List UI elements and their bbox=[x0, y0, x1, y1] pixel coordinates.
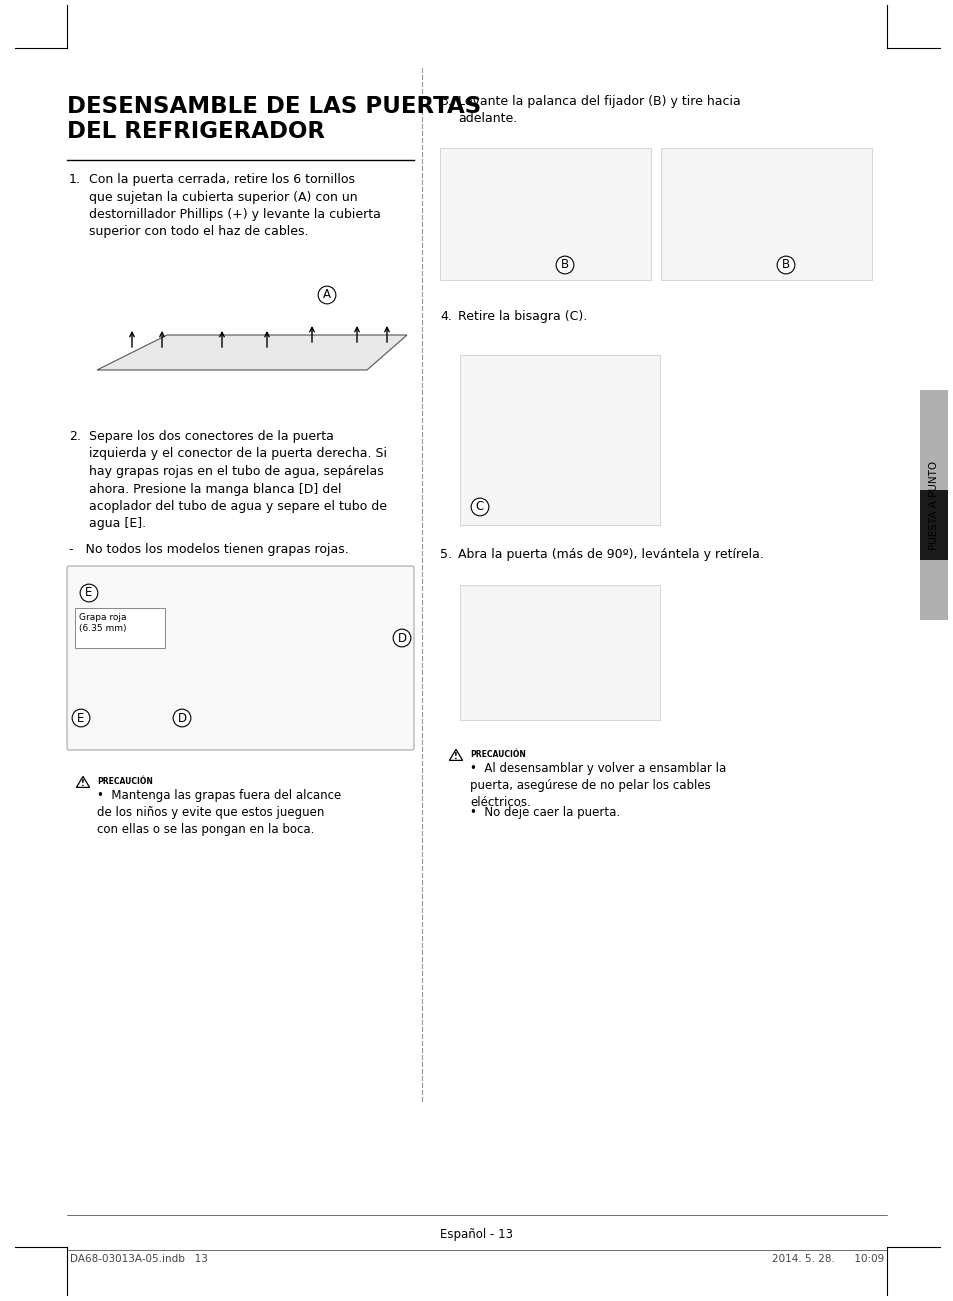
Text: 1.: 1. bbox=[69, 173, 81, 186]
Text: 2014. 5. 28.      10:09: 2014. 5. 28. 10:09 bbox=[771, 1254, 883, 1265]
Text: PRECAUCIÓN: PRECAUCIÓN bbox=[470, 749, 525, 758]
Text: D: D bbox=[177, 712, 187, 725]
Text: •  Al desensamblar y volver a ensamblar la
puerta, asegúrese de no pelar los cab: • Al desensamblar y volver a ensamblar l… bbox=[470, 762, 725, 809]
Bar bbox=[459, 355, 659, 526]
Text: -   No todos los modelos tienen grapas rojas.: - No todos los modelos tienen grapas roj… bbox=[69, 543, 349, 556]
Polygon shape bbox=[449, 749, 462, 760]
Bar bbox=[459, 585, 659, 719]
Text: DESENSAMBLE DE LAS PUERTAS
DEL REFRIGERADOR: DESENSAMBLE DE LAS PUERTAS DEL REFRIGERA… bbox=[67, 95, 480, 143]
Text: C: C bbox=[476, 501, 483, 514]
Bar bbox=[919, 490, 947, 559]
Text: D: D bbox=[397, 631, 406, 644]
Text: PRECAUCIÓN: PRECAUCIÓN bbox=[97, 777, 152, 786]
Text: Español - 13: Español - 13 bbox=[440, 1228, 513, 1241]
Text: !: ! bbox=[454, 752, 457, 761]
Text: 5.: 5. bbox=[439, 548, 452, 561]
Text: •  Mantenga las grapas fuera del alcance
de los niños y evite que estos jueguen
: • Mantenga las grapas fuera del alcance … bbox=[97, 788, 341, 837]
Text: A: A bbox=[323, 289, 331, 302]
Text: Levante la palanca del fijador (B) y tire hacia
adelante.: Levante la palanca del fijador (B) y tir… bbox=[457, 95, 740, 125]
Text: Abra la puerta (más de 90º), levántela y retírela.: Abra la puerta (más de 90º), levántela y… bbox=[457, 548, 763, 561]
Text: E: E bbox=[77, 712, 85, 725]
Text: PUESTA A PUNTO: PUESTA A PUNTO bbox=[928, 461, 938, 549]
Polygon shape bbox=[97, 334, 407, 369]
Bar bbox=[660, 148, 871, 280]
Text: •  No deje caer la puerta.: • No deje caer la puerta. bbox=[470, 807, 619, 820]
Text: 4.: 4. bbox=[439, 310, 452, 323]
Text: Grapa roja
(6.35 mm): Grapa roja (6.35 mm) bbox=[79, 613, 127, 634]
Bar bbox=[439, 148, 650, 280]
Text: 3.: 3. bbox=[439, 95, 452, 108]
Text: 2.: 2. bbox=[69, 431, 81, 444]
Text: Retire la bisagra (C).: Retire la bisagra (C). bbox=[457, 310, 587, 323]
Text: !: ! bbox=[81, 779, 85, 788]
Text: B: B bbox=[560, 259, 569, 272]
FancyBboxPatch shape bbox=[67, 566, 414, 749]
Text: Con la puerta cerrada, retire los 6 tornillos
que sujetan la cubierta superior (: Con la puerta cerrada, retire los 6 torn… bbox=[89, 173, 380, 238]
Text: E: E bbox=[85, 587, 92, 600]
Bar bbox=[75, 608, 165, 648]
Text: Separe los dos conectores de la puerta
izquierda y el conector de la puerta dere: Separe los dos conectores de la puerta i… bbox=[89, 431, 387, 531]
Text: B: B bbox=[781, 259, 789, 272]
Text: DA68-03013A-05.indb   13: DA68-03013A-05.indb 13 bbox=[70, 1254, 208, 1265]
Bar bbox=[919, 390, 947, 490]
Bar bbox=[919, 559, 947, 621]
Polygon shape bbox=[76, 777, 90, 787]
